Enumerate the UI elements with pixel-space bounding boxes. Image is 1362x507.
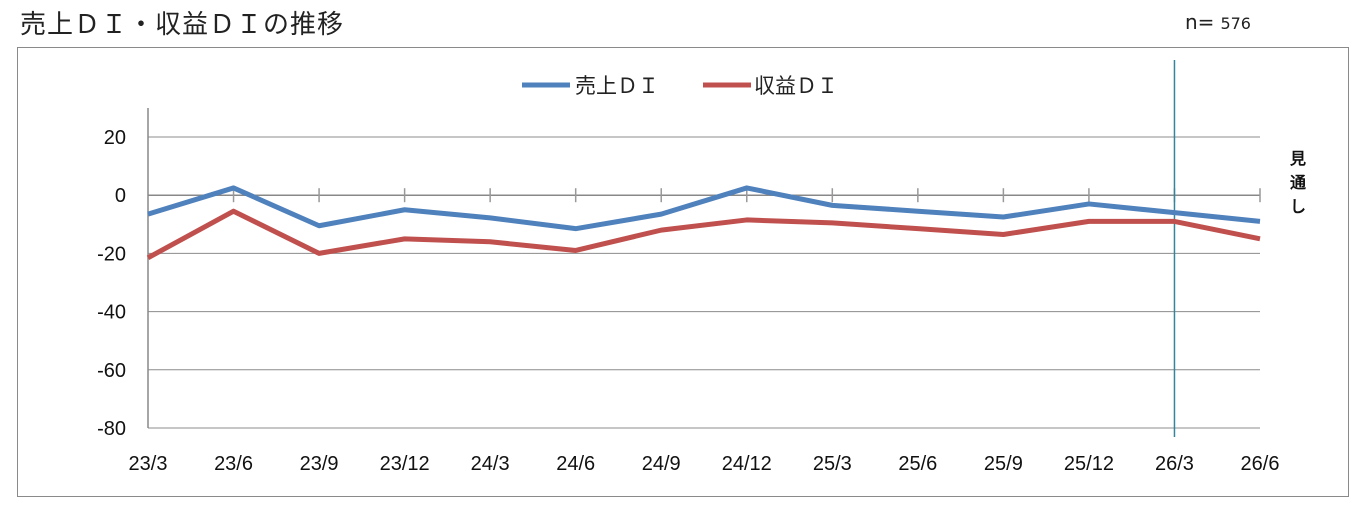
annotation-char: 見	[1289, 149, 1306, 168]
y-tick-label: 20	[104, 127, 126, 149]
series-line	[147, 185, 1261, 232]
x-tick-label: 23/6	[214, 453, 253, 475]
sample-size: n= 576	[1185, 10, 1251, 34]
y-tick-label: -40	[97, 302, 126, 324]
series-line	[146, 208, 1261, 260]
legend-label: 売上ＤＩ	[575, 74, 659, 98]
x-tick-label: 25/3	[813, 453, 852, 475]
chart-frame	[17, 47, 1349, 497]
y-tick-label: -60	[97, 360, 126, 382]
legend-label: 収益ＤＩ	[754, 74, 838, 98]
sample-size-label: n=	[1185, 10, 1215, 34]
x-tick-label: 25/6	[898, 453, 937, 475]
x-tick-label: 24/3	[471, 453, 510, 475]
chart-title: 売上ＤＩ・収益ＤＩの推移	[20, 10, 345, 40]
y-tick-label: -80	[97, 418, 126, 440]
y-tick-label: 0	[115, 185, 126, 207]
y-tick-label: -20	[97, 243, 126, 265]
x-tick-label: 23/9	[300, 453, 339, 475]
x-tick-label: 24/12	[722, 453, 772, 475]
x-tick-label: 24/9	[642, 453, 681, 475]
x-tick-label: 23/12	[380, 453, 430, 475]
x-tick-label: 24/6	[556, 453, 595, 475]
x-tick-label: 26/6	[1241, 453, 1280, 475]
sample-size-value: 576	[1220, 14, 1251, 33]
x-tick-label: 25/9	[984, 453, 1023, 475]
annotation-char: 通	[1290, 173, 1306, 192]
x-tick-label: 25/12	[1064, 453, 1114, 475]
x-tick-label: 26/3	[1155, 453, 1194, 475]
x-tick-label: 23/3	[129, 453, 168, 475]
annotation-char: し	[1290, 197, 1306, 216]
